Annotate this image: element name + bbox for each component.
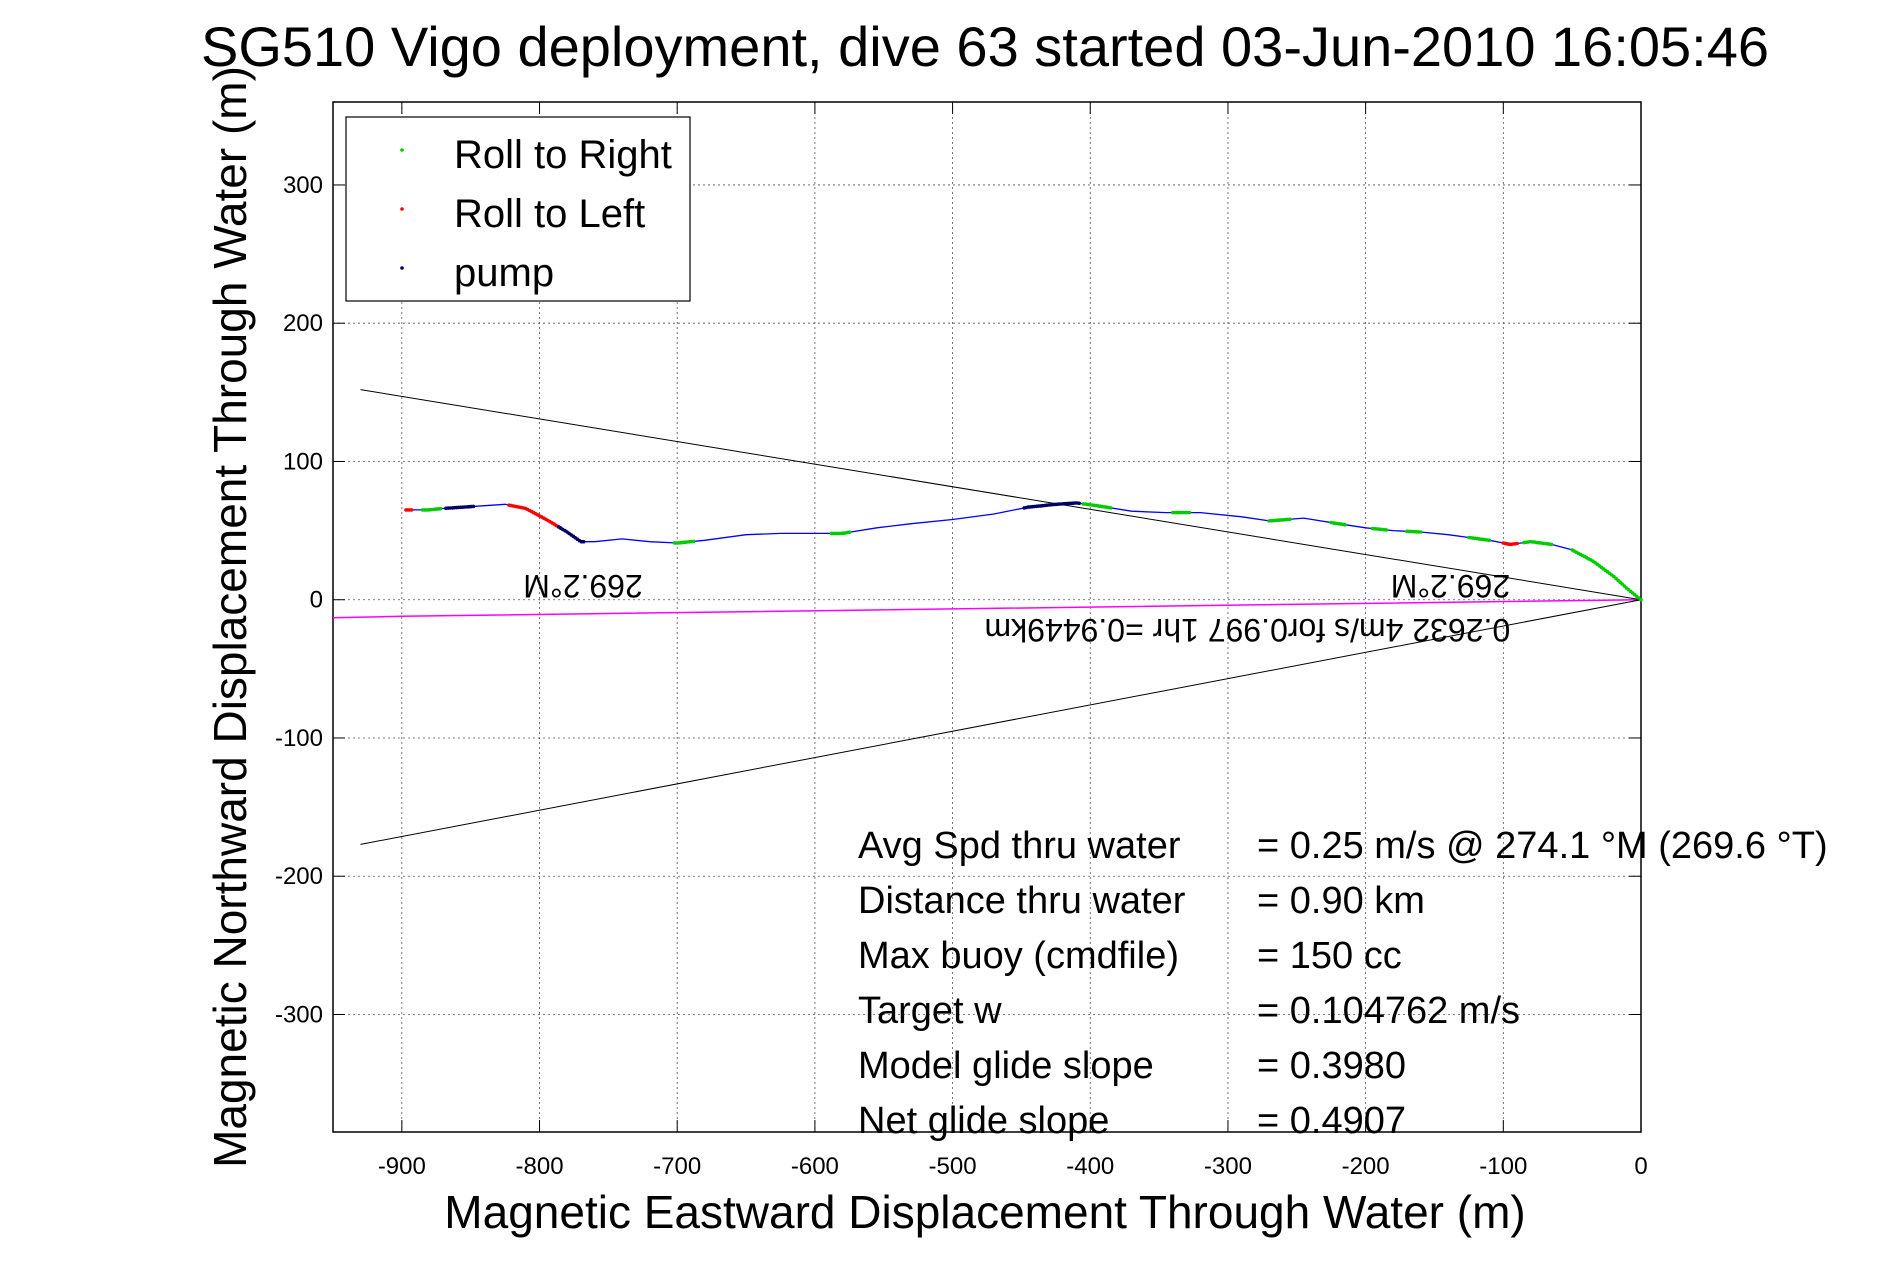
legend-label-roll-right: Roll to Right	[454, 133, 672, 177]
roll-right-marker	[1343, 522, 1347, 527]
roll-right-marker	[1418, 530, 1423, 534]
roll-left-marker	[409, 508, 414, 512]
legend-marker-roll-right	[400, 148, 404, 152]
x-tick-label: -700	[653, 1153, 701, 1180]
roll-right-marker	[1487, 538, 1492, 543]
dive-stats: Avg Spd thru water = 0.25 m/s @ 274.1 °M…	[858, 825, 1828, 1142]
x-axis-ticks: -900 -800 -700 -600 -500 -400 -300 -200 -100 0	[378, 102, 1648, 1180]
stat-value-model-glide: = 0.3980	[1257, 1045, 1406, 1087]
roll-right-marker	[1109, 506, 1113, 510]
stat-label-net-glide: Net glide slope	[858, 1100, 1109, 1142]
y-tick-label: 200	[283, 310, 323, 337]
x-tick-label: -100	[1479, 1153, 1527, 1180]
annotation-label: 269.2°M	[523, 568, 643, 604]
roll-right-marker	[1187, 510, 1192, 515]
roll-left-marker	[1515, 541, 1519, 546]
pump-marker	[581, 539, 586, 544]
x-tick-label: -500	[929, 1153, 977, 1180]
x-tick-label: -900	[378, 1153, 426, 1180]
stat-value-max-buoy: = 150 cc	[1257, 935, 1402, 977]
annotation-label: 269.2°M	[1391, 568, 1511, 604]
pump-marker	[471, 504, 476, 509]
annotation-label: 0.2632 4m/s for0.997 1hr =0.9449km	[985, 612, 1511, 648]
x-tick-label: -200	[1342, 1153, 1390, 1180]
roll-right-marker	[1549, 542, 1554, 547]
y-tick-label: 100	[283, 448, 323, 475]
cone-line-upper	[360, 389, 1642, 601]
y-tick-label: -100	[275, 725, 323, 752]
x-axis-label: Magnetic Eastward Displacement Through W…	[444, 1186, 1525, 1238]
stat-label-avg-speed: Avg Spd thru water	[858, 825, 1181, 867]
y-tick-label: -200	[275, 863, 323, 890]
y-tick-label: 0	[310, 587, 323, 614]
x-tick-label: 0	[1634, 1153, 1647, 1180]
y-axis-ticks: -300 -200 -100 0 100 200 300	[275, 172, 1641, 1028]
roll-right-marker	[847, 530, 852, 534]
stat-value-distance: = 0.90 km	[1257, 880, 1425, 922]
y-axis-label: Magnetic Northward Displacement Through …	[204, 66, 256, 1168]
legend-label-roll-left: Roll to Left	[454, 192, 645, 236]
current-line	[332, 598, 1642, 619]
stat-value-target-w: = 0.104762 m/s	[1257, 990, 1520, 1032]
roll-right-marker	[1639, 597, 1643, 602]
x-tick-label: -800	[516, 1153, 564, 1180]
legend-marker-roll-left	[400, 207, 404, 211]
legend: Roll to Right Roll to Left pump	[345, 116, 691, 302]
stat-label-max-buoy: Max buoy (cmdfile)	[858, 935, 1179, 977]
y-tick-label: 300	[283, 172, 323, 199]
roll-right-marker	[438, 506, 443, 511]
legend-marker-pump	[400, 266, 404, 270]
x-tick-label: -600	[791, 1153, 839, 1180]
y-tick-label: -300	[275, 1001, 323, 1028]
roll-right-marker	[1384, 528, 1389, 532]
x-tick-label: -400	[1066, 1153, 1114, 1180]
stat-label-distance: Distance thru water	[858, 880, 1186, 922]
series-markers	[404, 501, 1643, 602]
stat-label-model-glide: Model glide slope	[858, 1045, 1154, 1087]
chart-title: SG510 Vigo deployment, dive 63 started 0…	[201, 15, 1769, 78]
x-tick-label: -300	[1204, 1153, 1252, 1180]
stat-value-net-glide: = 0.4907	[1257, 1100, 1406, 1142]
chart-annotations: 269.2°M 269.2°M 0.2632 4m/s for0.997 1hr =…	[523, 568, 1510, 648]
stat-value-avg-speed: = 0.25 m/s @ 274.1 °M (269.6 °T)	[1257, 825, 1828, 867]
cone-line-lower	[360, 599, 1642, 845]
stat-label-target-w: Target w	[858, 990, 1002, 1032]
pump-marker	[1077, 501, 1081, 506]
legend-label-pump: pump	[454, 251, 554, 295]
roll-right-marker	[1288, 517, 1292, 522]
roll-right-marker	[691, 539, 696, 544]
